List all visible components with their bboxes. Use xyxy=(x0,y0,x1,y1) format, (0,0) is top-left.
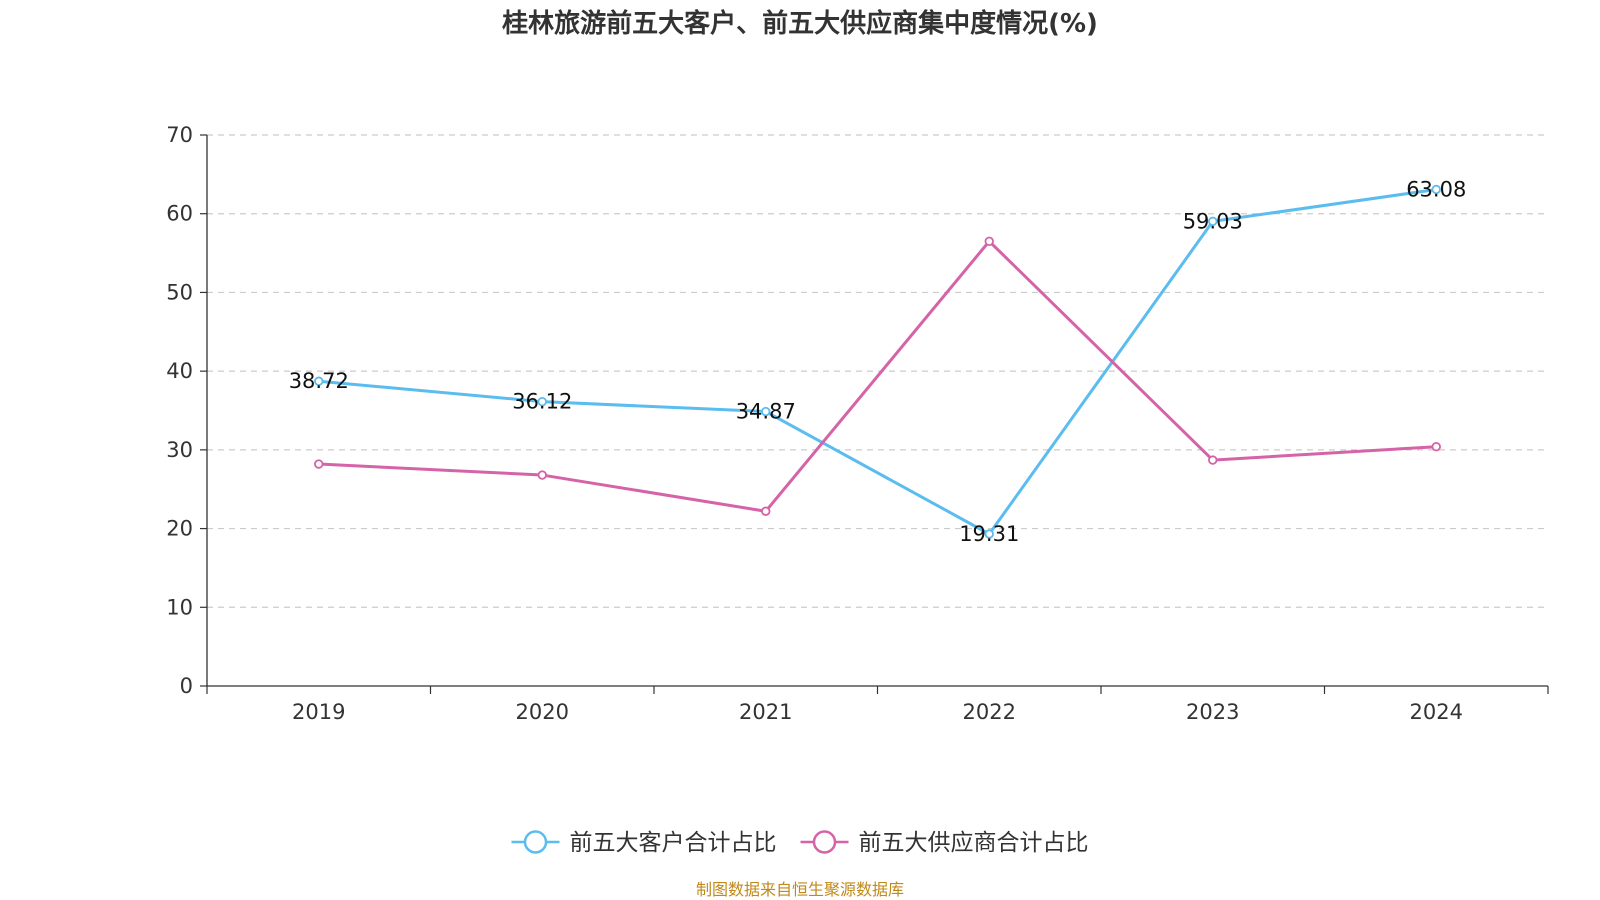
data-label: 63.08 xyxy=(1406,177,1466,201)
x-tick-label: 2024 xyxy=(1410,700,1463,724)
data-point xyxy=(314,376,324,386)
data-point xyxy=(761,506,771,516)
data-point xyxy=(1431,442,1441,452)
x-tick-label: 2021 xyxy=(739,700,792,724)
y-tick-label: 30 xyxy=(166,438,193,462)
data-point xyxy=(1208,216,1218,227)
series-line-customers xyxy=(318,187,1437,536)
grid-layer xyxy=(207,134,1548,608)
legend-marker-icon xyxy=(523,830,548,854)
data-label: 19.31 xyxy=(959,522,1019,546)
y-tick-label: 70 xyxy=(166,123,193,147)
data-label: 34.87 xyxy=(736,400,796,424)
data-point xyxy=(537,396,547,407)
data-point xyxy=(761,406,771,417)
data-label: 38.72 xyxy=(289,369,349,393)
x-tick-label: 2019 xyxy=(292,700,345,724)
x-tick-label: 2020 xyxy=(516,700,569,724)
legend: 前五大客户合计占比 前五大供应商合计占比 xyxy=(511,830,1089,856)
y-tick-label: 60 xyxy=(166,202,193,226)
data-label: 36.12 xyxy=(512,390,572,414)
legend-item-suppliers[interactable]: 前五大供应商合计占比 xyxy=(800,830,1089,856)
x-tick-label: 2023 xyxy=(1186,700,1239,724)
series-line-suppliers xyxy=(318,239,1437,513)
x-tick-label: 2022 xyxy=(963,700,1016,724)
legend-label: 前五大客户合计占比 xyxy=(570,830,777,856)
y-tick-label: 10 xyxy=(166,595,193,619)
data-source-note: 制图数据来自恒生聚源数据库 xyxy=(696,880,904,899)
data-point xyxy=(1431,184,1441,195)
data-point xyxy=(314,459,324,469)
y-tick-label: 20 xyxy=(166,517,193,541)
legend-marker-icon xyxy=(812,830,837,854)
data-point xyxy=(537,470,547,480)
legend-item-customers[interactable]: 前五大客户合计占比 xyxy=(511,830,777,856)
y-tick-label: 40 xyxy=(166,359,193,383)
data-point xyxy=(984,529,994,539)
axis-layer: 0 10 20 30 40 50 60 70 2019 2020 2021 2022 2023 2024 xyxy=(166,123,1549,724)
legend-label: 前五大供应商合计占比 xyxy=(859,830,1089,856)
y-tick-label: 50 xyxy=(166,280,193,304)
data-point xyxy=(984,236,994,246)
label-layer: 38.72 36.12 34.87 19.31 59.03 63.08 xyxy=(289,177,1467,546)
data-point xyxy=(1208,455,1218,465)
y-tick-label: 0 xyxy=(180,674,193,698)
series-layer xyxy=(314,184,1441,539)
chart-title: 桂林旅游前五大客户、前五大供应商集中度情况(%) xyxy=(502,8,1098,39)
data-label: 59.03 xyxy=(1183,209,1243,233)
